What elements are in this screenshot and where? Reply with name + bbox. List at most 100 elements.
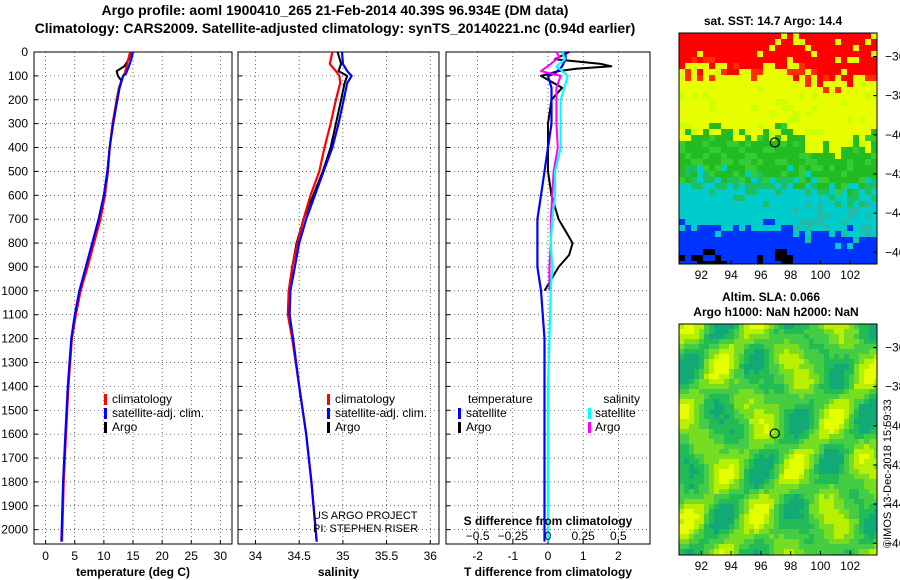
map-cell	[744, 359, 749, 364]
map-cell	[869, 514, 874, 519]
map-cell	[699, 369, 704, 374]
map-cell	[835, 189, 841, 195]
map-cell	[694, 454, 699, 459]
map-cell	[781, 207, 787, 213]
map-cell	[794, 424, 799, 429]
depth-tick-label: 800	[8, 236, 28, 250]
map-cell	[719, 474, 724, 479]
map-cell	[769, 464, 774, 469]
map-cell	[853, 219, 859, 225]
map-cell	[794, 374, 799, 379]
map-cell	[844, 414, 849, 419]
map-cell	[679, 474, 684, 479]
map-cell	[823, 261, 829, 264]
map-cell	[774, 484, 779, 489]
map-cell	[744, 474, 749, 479]
map-cell	[814, 394, 819, 399]
map-cell	[769, 504, 774, 509]
map-cell	[719, 489, 724, 494]
map-cell	[733, 237, 739, 243]
map-cell	[781, 231, 787, 237]
map-cell	[751, 57, 757, 63]
map-cell	[729, 484, 734, 489]
map-cell	[764, 469, 769, 474]
map-cell	[854, 399, 859, 404]
map-cell	[764, 409, 769, 414]
map-cell	[769, 454, 774, 459]
map-cell	[844, 524, 849, 529]
map-cell	[817, 75, 823, 81]
map-cell	[781, 51, 787, 57]
map-cell	[689, 369, 694, 374]
x-tick-label: 35	[336, 549, 350, 563]
map-cell	[839, 429, 844, 434]
map-cell	[724, 434, 729, 439]
map-cell	[817, 165, 823, 171]
map-cell	[745, 135, 751, 141]
map-cell	[849, 434, 854, 439]
map-cell	[789, 524, 794, 529]
map-cell	[814, 494, 819, 499]
map-cell	[685, 183, 691, 189]
map-cell	[719, 534, 724, 539]
map-cell	[834, 504, 839, 509]
map-cell	[709, 414, 714, 419]
map-cell	[805, 129, 811, 135]
map-cell	[769, 93, 775, 99]
map-cell	[864, 474, 869, 479]
map-cell	[844, 379, 849, 384]
map-cell	[685, 105, 691, 111]
map-cell	[704, 434, 709, 439]
map-cell	[733, 111, 739, 117]
map-cell	[844, 509, 849, 514]
map-cell	[839, 499, 844, 504]
map-cell	[754, 339, 759, 344]
map-cell	[859, 529, 864, 534]
map-cell	[739, 424, 744, 429]
map-cell	[764, 349, 769, 354]
map-cell	[759, 394, 764, 399]
map-cell	[709, 93, 715, 99]
map-cell	[849, 374, 854, 379]
map-cell	[733, 225, 739, 231]
map-cell	[775, 87, 781, 93]
map-cell	[823, 135, 829, 141]
map-cell	[684, 379, 689, 384]
map-cell	[739, 469, 744, 474]
map-cell	[844, 479, 849, 484]
map-cell	[874, 389, 877, 394]
map-cell	[757, 57, 763, 63]
map-cell	[759, 464, 764, 469]
map-cell	[739, 549, 744, 554]
map-cell	[754, 509, 759, 514]
map-cell	[703, 249, 709, 255]
map-cell	[714, 414, 719, 419]
map-cell	[829, 99, 835, 105]
map-cell	[859, 459, 864, 464]
map-cell	[694, 349, 699, 354]
map-cell	[859, 219, 865, 225]
map-cell	[751, 225, 757, 231]
map-cell	[799, 354, 804, 359]
map-cell	[849, 489, 854, 494]
map-cell	[769, 201, 775, 207]
map-cell	[865, 99, 871, 105]
map-cell	[715, 261, 721, 264]
map-cell	[784, 429, 789, 434]
map-cell	[745, 219, 751, 225]
map-cell	[864, 424, 869, 429]
map-cell	[781, 93, 787, 99]
map-cell	[779, 489, 784, 494]
map-cell	[811, 189, 817, 195]
map-cell	[729, 474, 734, 479]
map-cell	[733, 153, 739, 159]
map-cell	[684, 529, 689, 534]
map-cell	[704, 464, 709, 469]
map-cell	[841, 225, 847, 231]
map-cell	[804, 449, 809, 454]
map-cell	[779, 534, 784, 539]
map-cell	[874, 369, 877, 374]
map-cell	[727, 153, 733, 159]
map-cell	[849, 324, 854, 329]
map-cell	[854, 389, 859, 394]
